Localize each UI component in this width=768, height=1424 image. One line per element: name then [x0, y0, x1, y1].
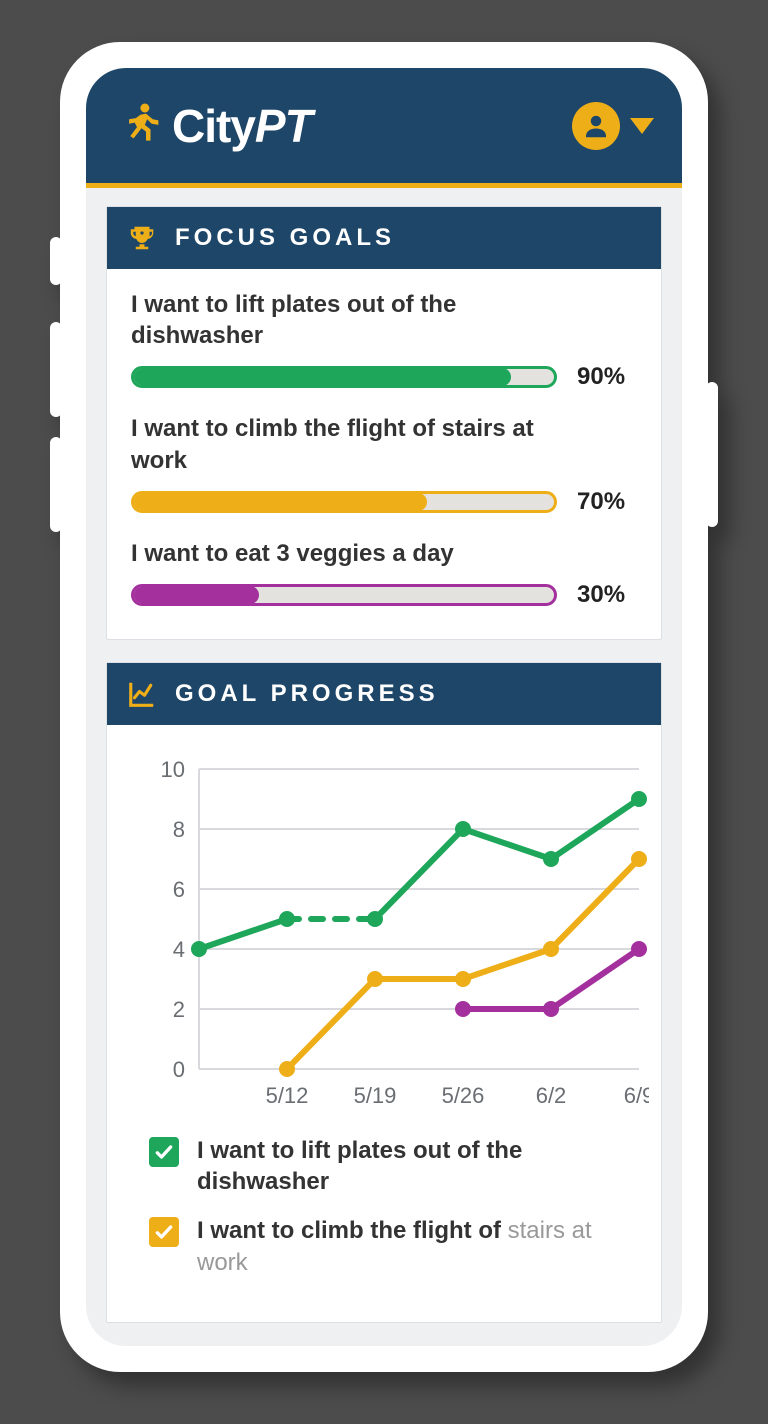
- phone-side-button: [50, 237, 62, 285]
- svg-text:8: 8: [173, 817, 185, 842]
- account-menu[interactable]: [572, 102, 654, 150]
- goal-progress-card: GOAL PROGRESS 0 2 4 6 8 10 5/12 5/19 5/26 6/2 6/9 …: [106, 662, 662, 1323]
- goal-item: I want to eat 3 veggies a day 30%: [131, 538, 637, 609]
- brand-logo[interactable]: CityPT: [110, 99, 572, 153]
- progress-percent: 70%: [577, 488, 637, 516]
- goal-label: I want to climb the flight of stairs at …: [131, 413, 561, 475]
- progress-percent: 30%: [577, 581, 637, 609]
- chevron-down-icon: [630, 118, 654, 134]
- progress-bar: [131, 584, 557, 606]
- legend-label: I want to climb the flight of stairs at …: [197, 1215, 617, 1277]
- card-title: FOCUS GOALS: [175, 224, 395, 252]
- phone-frame: CityPT: [60, 42, 708, 1372]
- legend-checkbox[interactable]: [149, 1217, 179, 1247]
- card-title: GOAL PROGRESS: [175, 680, 439, 708]
- user-icon: [572, 102, 620, 150]
- phone-side-button: [706, 382, 718, 527]
- legend-item[interactable]: I want to lift plates out of the dishwas…: [149, 1135, 629, 1197]
- legend-item[interactable]: I want to climb the flight of stairs at …: [149, 1215, 629, 1277]
- focus-goals-card: FOCUS GOALS I want to lift plates out of…: [106, 206, 662, 640]
- focus-goals-body: I want to lift plates out of the dishwas…: [107, 269, 661, 639]
- goal-item: I want to climb the flight of stairs at …: [131, 413, 637, 515]
- chart-legend: I want to lift plates out of the dishwas…: [131, 1129, 637, 1278]
- app-screen: CityPT: [86, 68, 682, 1346]
- legend-label: I want to lift plates out of the dishwas…: [197, 1135, 617, 1197]
- svg-text:5/26: 5/26: [442, 1083, 485, 1108]
- progress-percent: 90%: [577, 363, 637, 391]
- goal-label: I want to lift plates out of the dishwas…: [131, 289, 561, 351]
- svg-text:5/12: 5/12: [266, 1083, 309, 1108]
- goal-progress-header: GOAL PROGRESS: [107, 663, 661, 725]
- goal-item: I want to lift plates out of the dishwas…: [131, 289, 637, 391]
- goal-progress-body: 0 2 4 6 8 10 5/12 5/19 5/26 6/2 6/9 I want to lift…: [107, 725, 661, 1322]
- focus-goals-header: FOCUS GOALS: [107, 207, 661, 269]
- goal-label: I want to eat 3 veggies a day: [131, 538, 561, 569]
- app-header: CityPT: [86, 68, 682, 188]
- app-content: FOCUS GOALS I want to lift plates out of…: [86, 188, 682, 1341]
- svg-text:6/2: 6/2: [536, 1083, 567, 1108]
- svg-text:6: 6: [173, 877, 185, 902]
- progress-bar: [131, 366, 557, 388]
- phone-side-button: [50, 437, 62, 532]
- svg-text:0: 0: [173, 1057, 185, 1082]
- svg-text:4: 4: [173, 937, 185, 962]
- runner-icon: [110, 99, 164, 153]
- trophy-icon: [127, 223, 157, 253]
- brand-name: CityPT: [172, 99, 312, 153]
- progress-bar: [131, 491, 557, 513]
- goal-progress-chart: 02468105/125/195/266/26/9: [131, 745, 637, 1129]
- svg-text:2: 2: [173, 997, 185, 1022]
- svg-text:10: 10: [161, 759, 185, 782]
- phone-side-button: [50, 322, 62, 417]
- svg-text:6/9: 6/9: [624, 1083, 649, 1108]
- line-chart-icon: [127, 679, 157, 709]
- svg-text:5/19: 5/19: [354, 1083, 397, 1108]
- legend-checkbox[interactable]: [149, 1137, 179, 1167]
